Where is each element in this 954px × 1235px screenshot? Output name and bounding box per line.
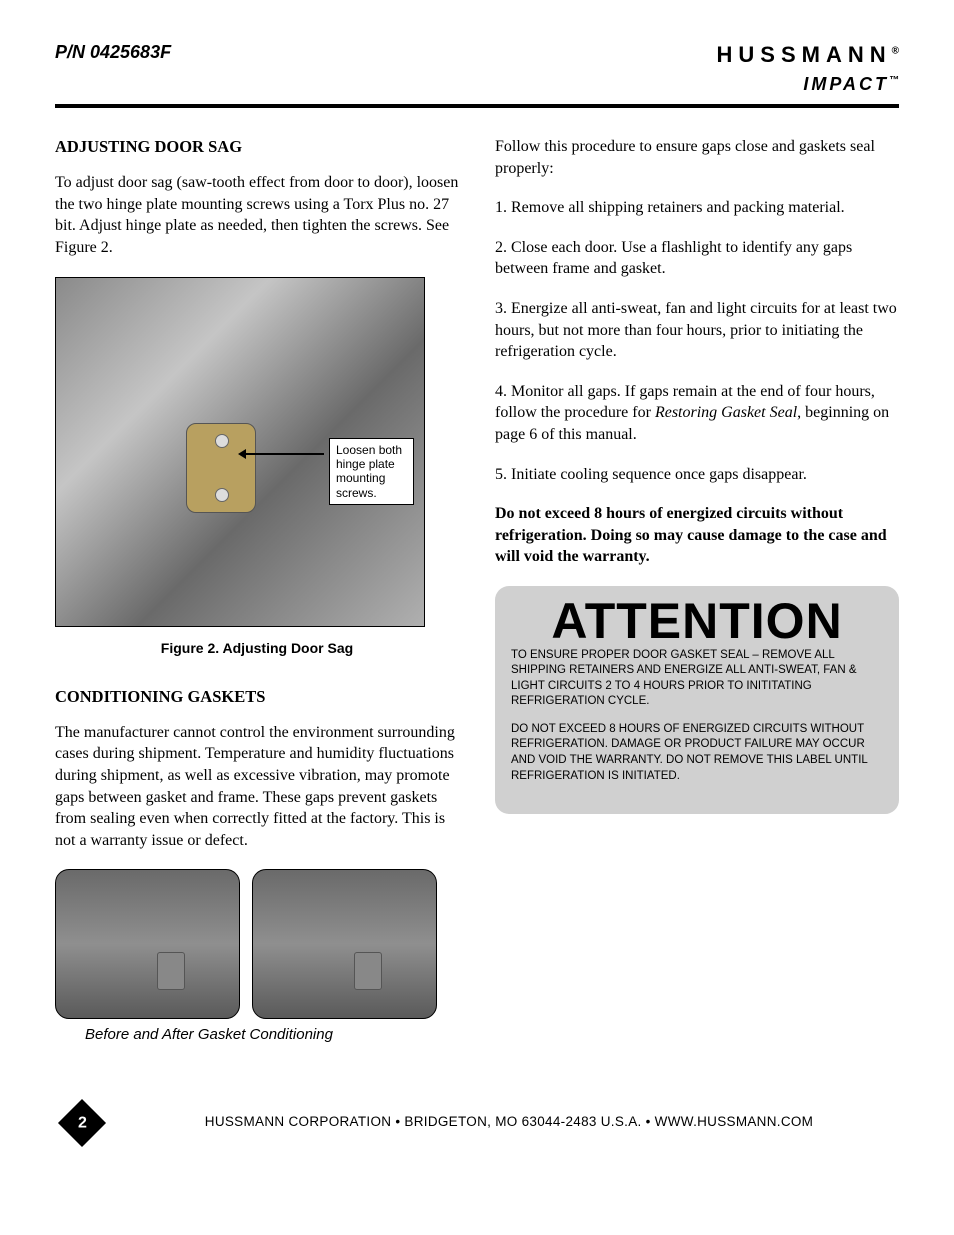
hinge-plate-shape xyxy=(186,423,256,513)
callout-arrow xyxy=(244,453,324,455)
step-5: 5. Initiate cooling sequence once gaps d… xyxy=(495,464,899,486)
warning-para: Do not exceed 8 hours of energized circu… xyxy=(495,503,899,568)
step-4-emph: Restoring Gasket Seal xyxy=(655,404,797,421)
callout-label: Loosen both hinge plate mounting screws. xyxy=(329,438,414,506)
brand-text: HUSSMANN xyxy=(717,42,892,67)
figure-2-caption: Figure 2. Adjusting Door Sag xyxy=(55,639,459,658)
registered-mark: ® xyxy=(892,46,899,57)
screw-shape xyxy=(215,434,229,448)
attention-p1: TO ENSURE PROPER DOOR GASKET SEAL – REMO… xyxy=(511,648,883,710)
page-number: 2 xyxy=(78,1112,87,1134)
attention-body: TO ENSURE PROPER DOOR GASKET SEAL – REMO… xyxy=(511,648,883,784)
before-after-images xyxy=(55,869,459,1019)
attention-title: ATTENTION xyxy=(511,596,883,646)
step-1: 1. Remove all shipping retainers and pac… xyxy=(495,197,899,219)
before-after-caption: Before and After Gasket Conditioning xyxy=(55,1025,459,1045)
before-image xyxy=(55,869,240,1019)
brand-sub-text: IMPACT xyxy=(803,74,889,94)
heading-door-sag: ADJUSTING DOOR SAG xyxy=(55,136,459,158)
attention-p2: DO NOT EXCEED 8 HOURS OF ENERGIZED CIRCU… xyxy=(511,722,883,784)
page-footer: 2 HUSSMANN CORPORATION • BRIDGETON, MO 6… xyxy=(55,1106,899,1140)
footer-text: HUSSMANN CORPORATION • BRIDGETON, MO 630… xyxy=(119,1113,899,1131)
brand-subline: IMPACT™ xyxy=(717,72,900,96)
step-2: 2. Close each door. Use a flashlight to … xyxy=(495,237,899,280)
step-3: 3. Energize all anti-sweat, fan and ligh… xyxy=(495,298,899,363)
after-image xyxy=(252,869,437,1019)
conditioning-para: The manufacturer cannot control the envi… xyxy=(55,722,459,852)
columns: ADJUSTING DOOR SAG To adjust door sag (s… xyxy=(55,136,899,1046)
tm-mark: ™ xyxy=(889,75,899,86)
figure-2-image: Loosen both hinge plate mounting screws. xyxy=(55,277,425,627)
procedure-intro: Follow this procedure to ensure gaps clo… xyxy=(495,136,899,179)
brand-name: HUSSMANN® xyxy=(717,40,900,70)
page-header: P/N 0425683F HUSSMANN® IMPACT™ xyxy=(55,40,899,96)
screw-shape xyxy=(215,488,229,502)
heading-conditioning: CONDITIONING GASKETS xyxy=(55,686,459,708)
step-4: 4. Monitor all gaps. If gaps remain at t… xyxy=(495,381,899,446)
door-sag-para: To adjust door sag (saw-tooth effect fro… xyxy=(55,172,459,258)
right-column: Follow this procedure to ensure gaps clo… xyxy=(495,136,899,1046)
header-rule xyxy=(55,104,899,108)
left-column: ADJUSTING DOOR SAG To adjust door sag (s… xyxy=(55,136,459,1046)
part-number: P/N 0425683F xyxy=(55,40,171,64)
brand-block: HUSSMANN® IMPACT™ xyxy=(717,40,900,96)
page-number-badge: 2 xyxy=(58,1099,106,1147)
attention-box: ATTENTION TO ENSURE PROPER DOOR GASKET S… xyxy=(495,586,899,814)
